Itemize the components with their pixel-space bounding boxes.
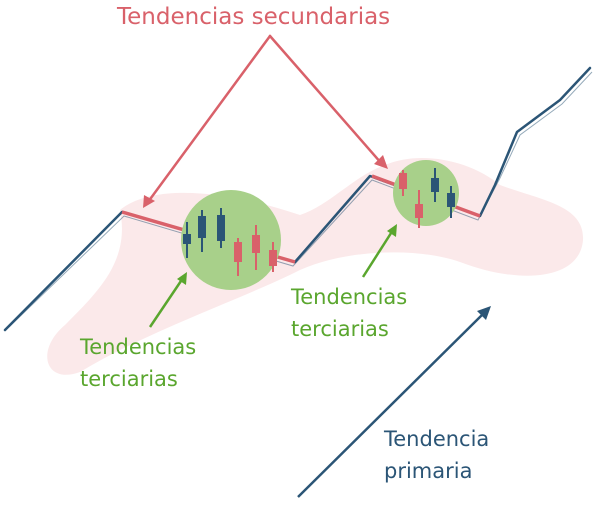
tertiary-label-line: terciarias	[80, 367, 178, 391]
up-arrow-icon	[477, 306, 491, 320]
candlestick-icon	[183, 208, 277, 276]
tertiary-circle-left	[181, 190, 281, 290]
tertiary-arrow-right	[361, 229, 395, 278]
tertiary-label-line: Tendencias	[80, 335, 197, 359]
tertiary-label-line: Tendencias	[291, 285, 408, 309]
candlestick-icon	[399, 168, 455, 228]
primary-arrow	[297, 313, 484, 498]
up-arrow-icon	[387, 224, 397, 237]
tertiary-label-line: terciarias	[291, 317, 389, 341]
primary-trend-line-shadow	[8, 71, 593, 328]
secondary-trends-label: Tendencias secundarias	[117, 4, 391, 30]
tertiary-circle-right	[393, 160, 459, 226]
up-arrow-icon	[374, 155, 388, 169]
tertiary-arrow-left	[148, 277, 185, 328]
up-arrow-icon	[177, 272, 187, 285]
primary-trend-label: Tendencia primaria	[384, 423, 489, 487]
up-arrow-icon	[143, 195, 155, 208]
tertiary-trends-label-right: Tendencias terciarias	[291, 281, 407, 345]
primary-label-line: Tendencia	[384, 427, 490, 451]
primary-label-line: primaria	[384, 459, 473, 483]
tertiary-trends-label-left: Tendencias terciarias	[80, 331, 196, 395]
secondary-arrows	[146, 34, 384, 204]
